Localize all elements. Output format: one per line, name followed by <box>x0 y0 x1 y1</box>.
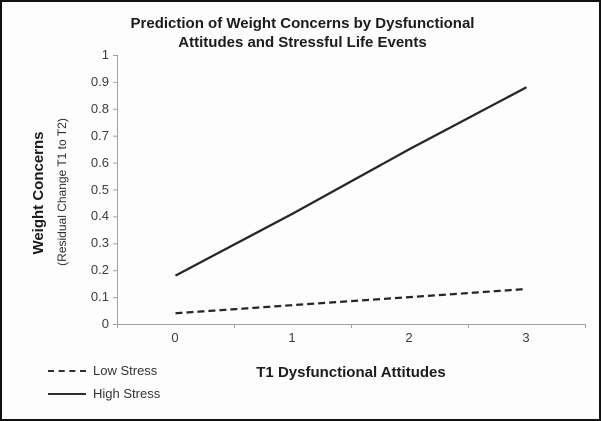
chart-title-line1: Prediction of Weight Concerns by Dysfunc… <box>130 15 475 32</box>
y-tick-0.8: 0.8 <box>90 101 109 116</box>
x-tick-3: 3 <box>522 330 530 345</box>
legend-label-low-stress: Low Stress <box>93 363 158 378</box>
legend: Low Stress High Stress <box>48 359 160 405</box>
y-tick-0.7: 0.7 <box>90 128 109 143</box>
x-tick-0: 0 <box>171 330 179 345</box>
legend-item-high-stress: High Stress <box>48 382 160 405</box>
y-tick-0.4: 0.4 <box>90 208 109 223</box>
legend-solid-line-sample <box>48 392 86 395</box>
legend-label-high-stress: High Stress <box>93 386 161 401</box>
y-tick-0.1: 0.1 <box>90 289 109 304</box>
y-tick-0.6: 0.6 <box>90 155 109 170</box>
legend-dashed-line-sample <box>48 369 86 372</box>
legend-item-low-stress: Low Stress <box>48 359 160 382</box>
chart-title: Prediction of Weight Concerns by Dysfunc… <box>2 14 599 52</box>
y-tick-0.3: 0.3 <box>90 235 109 250</box>
x-tick-2: 2 <box>405 330 413 345</box>
x-axis-title: T1 Dysfunctional Attitudes <box>256 364 446 381</box>
series-line-high-stress <box>174 86 528 277</box>
y-tick-0.2: 0.2 <box>90 262 109 277</box>
y-tick-0.5: 0.5 <box>90 182 109 197</box>
y-tick-1: 1 <box>101 47 109 62</box>
y-tick-0.9: 0.9 <box>90 74 109 89</box>
chart-title-line2: Attitudes and Stressful Life Events <box>178 34 427 51</box>
series-line-low-stress <box>175 287 527 315</box>
x-tick-1: 1 <box>288 330 296 345</box>
y-tick-0: 0 <box>101 316 109 331</box>
